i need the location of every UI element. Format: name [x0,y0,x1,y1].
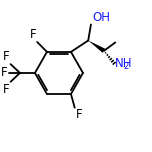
Text: 2: 2 [123,62,129,71]
Text: NH: NH [115,57,132,70]
Text: F: F [3,83,10,96]
Text: OH: OH [92,11,110,24]
Polygon shape [88,40,105,53]
Text: F: F [1,66,8,79]
Text: F: F [30,28,36,41]
Text: F: F [3,50,10,63]
Text: F: F [75,109,82,121]
